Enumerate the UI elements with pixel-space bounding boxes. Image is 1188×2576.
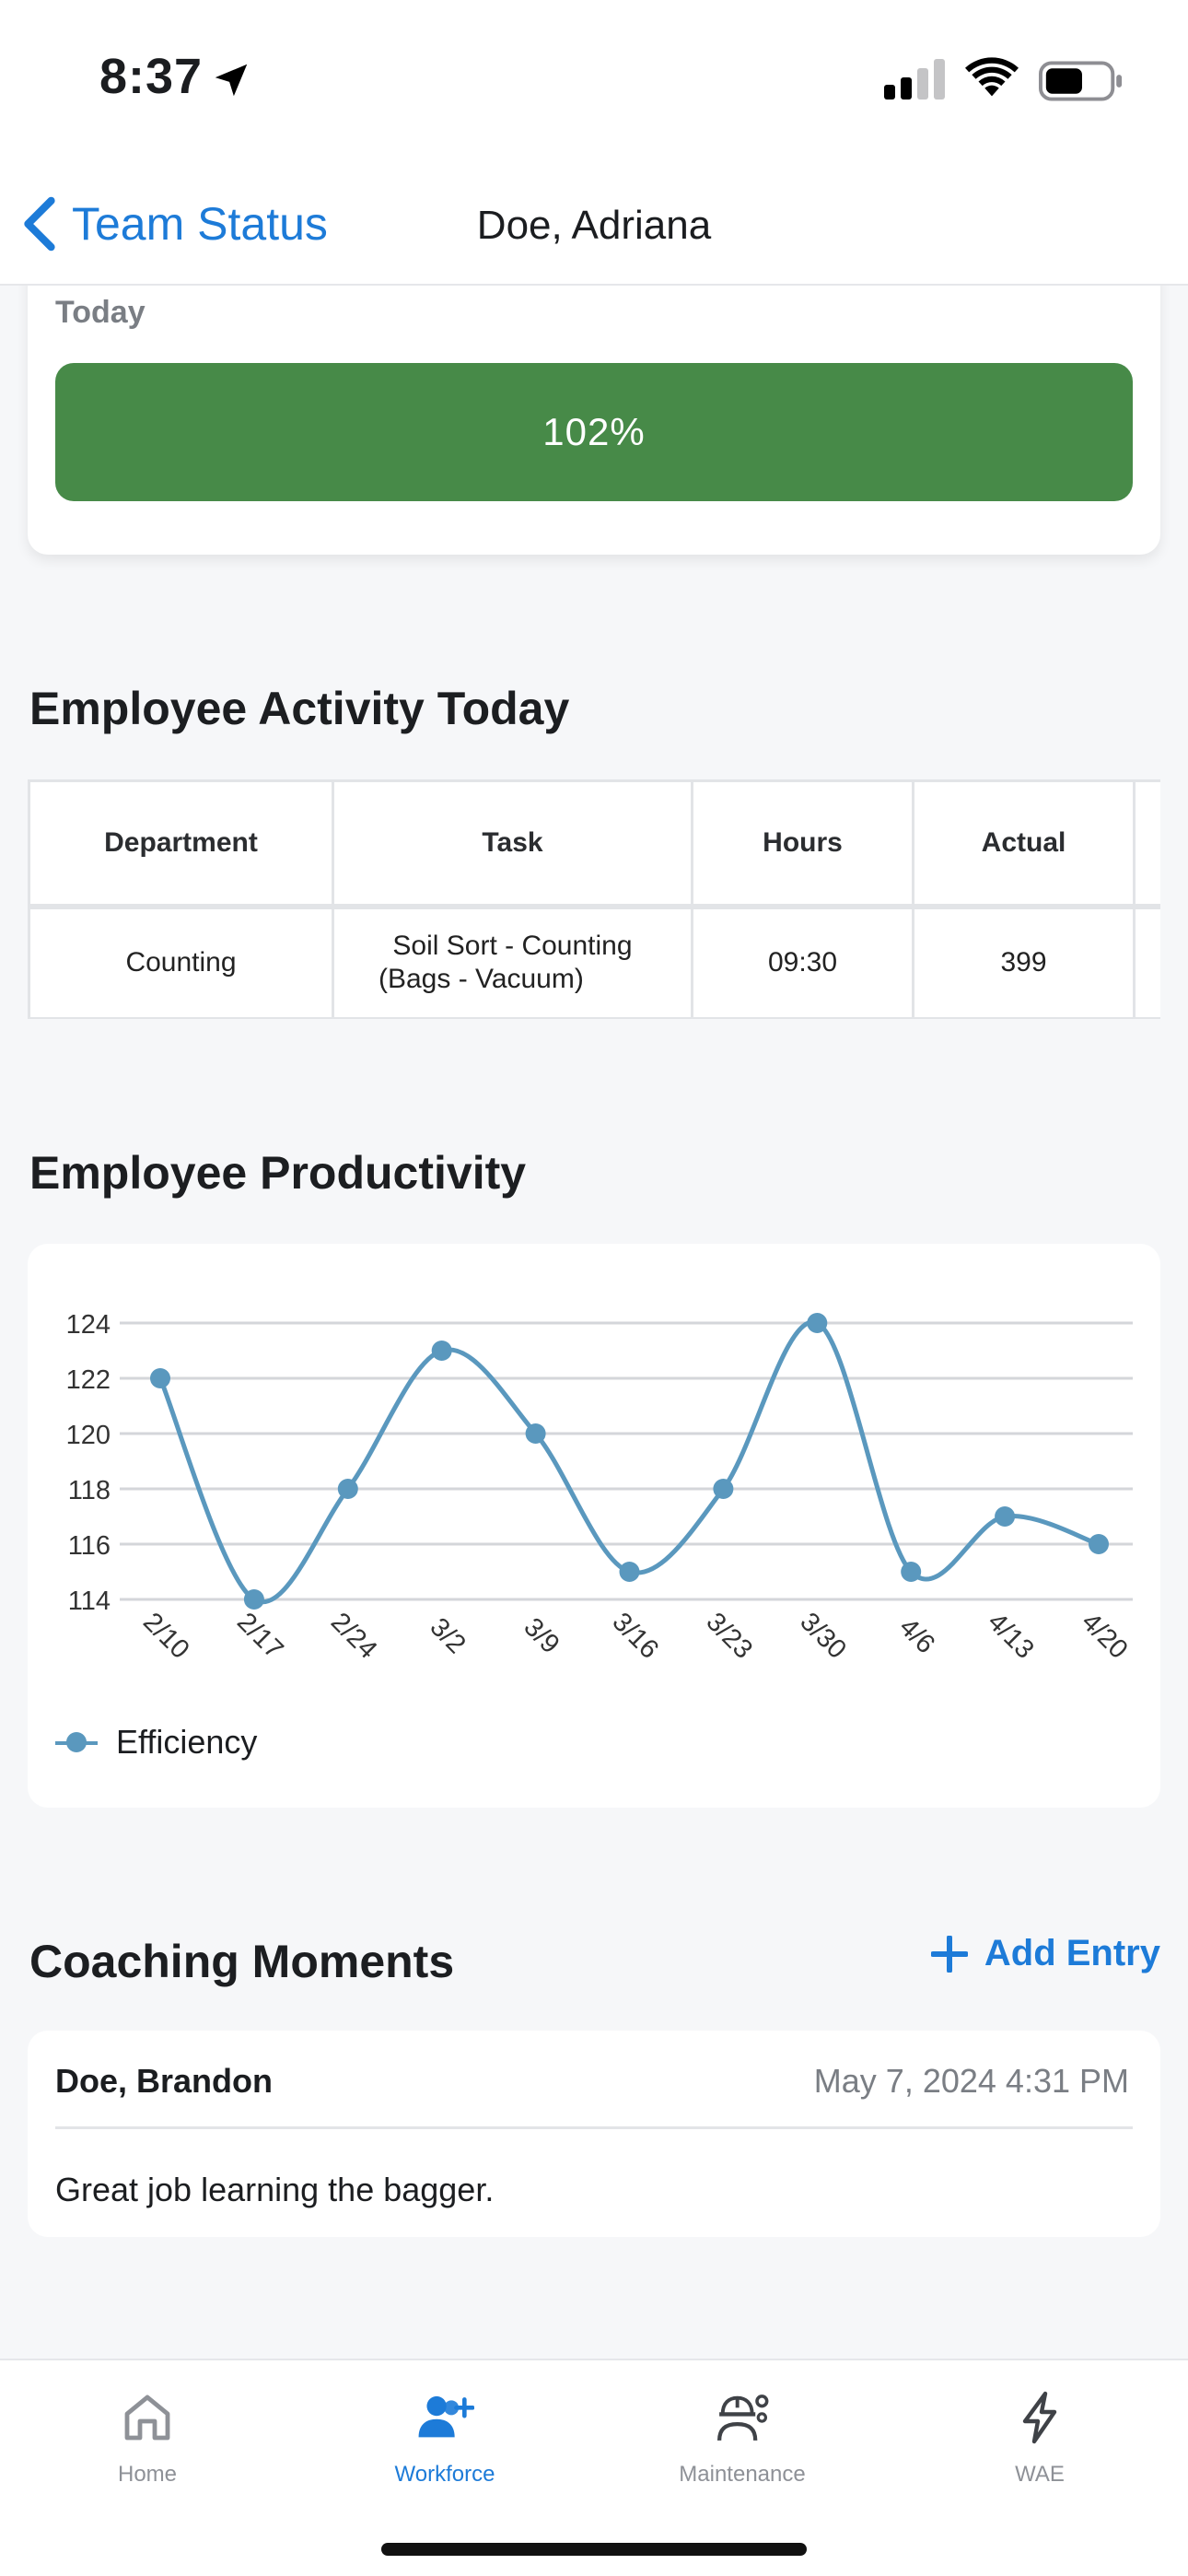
y-tick-label: 118 (68, 1476, 111, 1505)
data-point (525, 1423, 546, 1444)
productivity-chart-card: 114 116 118 120 122 124 2/10 2/17 2/24 3/2 3/9 3/16… (28, 1244, 1160, 1808)
table-header-row: Department Task Hours Actual (28, 779, 1160, 909)
tab-wae[interactable]: WAE (948, 2388, 1132, 2488)
data-point (995, 1506, 1016, 1527)
x-tick-label: 2/24 (325, 1607, 383, 1665)
cell-task-line1: Soil Sort - Counting (392, 931, 633, 962)
efficiency-percent-bar: 102% (55, 363, 1133, 501)
today-card: Today 102% (28, 267, 1160, 555)
tab-bar: Home Workforce Maintenance (0, 2359, 1188, 2576)
coaching-entry-name: Doe, Brandon (55, 2062, 274, 2100)
back-button-label: Team Status (72, 198, 328, 250)
coaching-section-title: Coaching Moments (29, 1936, 455, 1987)
status-time: 8:37 (99, 49, 204, 104)
cell-task-line2: (Bags - Vacuum) (379, 964, 584, 995)
maintenance-icon (716, 2395, 769, 2441)
chevron-left-icon (24, 196, 55, 252)
data-point (807, 1313, 828, 1333)
data-point (901, 1562, 922, 1582)
lightning-icon (1022, 2391, 1057, 2444)
column-header-extra (1133, 779, 1160, 909)
battery-icon (1039, 61, 1123, 101)
cell-task: Soil Sort - Counting (Bags - Vacuum) (332, 905, 693, 1019)
home-indicator (381, 2543, 807, 2556)
data-point (619, 1562, 640, 1582)
y-tick-label: 124 (66, 1310, 111, 1340)
page-title: Doe, Adriana (0, 203, 1188, 249)
add-entry-button[interactable]: Add Entry (930, 1933, 1160, 1974)
today-label: Today (55, 295, 146, 330)
x-tick-label: 3/30 (794, 1607, 852, 1665)
data-point (1089, 1534, 1109, 1554)
efficiency-percent-value: 102% (542, 410, 646, 453)
cell-hours: 09:30 (691, 905, 914, 1019)
tab-home-label: Home (117, 2462, 178, 2487)
chart-legend[interactable]: Efficiency (55, 1723, 257, 1762)
top-bar: 8:37 (0, 0, 1188, 286)
x-tick-label: 2/17 (231, 1607, 289, 1665)
column-header-task: Task (332, 779, 693, 909)
data-point (337, 1479, 358, 1499)
tab-wae-label: WAE (1015, 2462, 1065, 2487)
location-arrow-icon (215, 64, 248, 97)
y-tick-label: 122 (66, 1365, 111, 1395)
coaching-entry-text: Great job learning the bagger. (55, 2171, 495, 2208)
navigation-bar: Team Status Doe, Adriana (0, 175, 1188, 276)
table-row: Counting Soil Sort - Counting (Bags - Va… (28, 905, 1160, 1019)
x-tick-label: 2/10 (137, 1607, 195, 1665)
data-point (713, 1479, 734, 1499)
home-icon (124, 2395, 170, 2441)
y-tick-label: 116 (68, 1531, 111, 1561)
plus-icon (930, 1935, 968, 1973)
x-tick-label: 3/23 (700, 1607, 758, 1665)
y-tick-label: 120 (66, 1421, 111, 1450)
legend-label: Efficiency (116, 1723, 258, 1761)
cell-department: Counting (28, 905, 334, 1019)
legend-marker (55, 1731, 98, 1753)
data-point (243, 1589, 264, 1610)
tab-maintenance[interactable]: Maintenance (650, 2388, 834, 2488)
add-entry-label: Add Entry (984, 1933, 1160, 1973)
efficiency-series-line (157, 1319, 1100, 1605)
x-tick-label: 3/2 (424, 1612, 471, 1659)
wifi-icon (965, 57, 1019, 97)
activity-table[interactable]: Department Task Hours Actual Counting So… (28, 779, 1160, 1019)
x-tick-label: 4/20 (1076, 1607, 1134, 1665)
divider (55, 2126, 1133, 2129)
cell-extra (1133, 905, 1160, 1019)
productivity-chart: 114 116 118 120 122 124 2/10 2/17 2/24 3/2 3/9 3/16… (66, 1310, 1134, 1665)
tab-home[interactable]: Home (55, 2388, 239, 2488)
x-tick-label: 3/9 (518, 1612, 565, 1659)
y-tick-label: 114 (68, 1587, 111, 1616)
coaching-entry-card[interactable]: Doe, Brandon May 7, 2024 4:31 PM Great j… (28, 2031, 1160, 2237)
activity-section-title: Employee Activity Today (29, 683, 570, 734)
productivity-section-title: Employee Productivity (29, 1147, 527, 1199)
tab-workforce[interactable]: Workforce (353, 2388, 537, 2488)
column-header-actual: Actual (912, 779, 1136, 909)
back-button[interactable]: Team Status (20, 192, 328, 256)
tab-workforce-label: Workforce (394, 2462, 495, 2487)
coaching-entry-date: May 7, 2024 4:31 PM (813, 2062, 1129, 2100)
data-point (150, 1368, 170, 1388)
status-bar: 8:37 (0, 0, 1188, 157)
data-point (431, 1341, 452, 1361)
column-header-hours: Hours (691, 779, 914, 909)
x-tick-label: 4/6 (893, 1612, 940, 1659)
cellular-signal-icon (884, 59, 945, 100)
tab-maintenance-label: Maintenance (679, 2462, 806, 2487)
cell-actual: 399 (912, 905, 1136, 1019)
x-tick-label: 3/16 (607, 1607, 665, 1665)
workforce-icon (418, 2395, 474, 2438)
column-header-department: Department (28, 779, 334, 909)
x-tick-label: 4/13 (982, 1607, 1040, 1665)
page-title-text: Doe, Adriana (476, 203, 712, 248)
